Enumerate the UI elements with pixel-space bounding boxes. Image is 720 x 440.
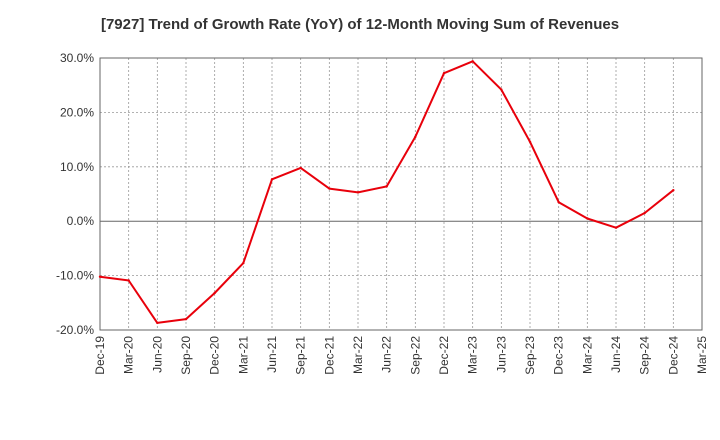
data-point [385, 185, 388, 188]
chart-title: [7927] Trend of Growth Rate (YoY) of 12-… [100, 16, 620, 33]
data-point [127, 279, 130, 282]
data-point [442, 72, 446, 75]
data-point [270, 178, 274, 181]
x-tick-label: Mar-24 [580, 336, 594, 374]
y-tick-label: -10.0% [56, 269, 94, 283]
data-point [586, 217, 589, 220]
data-point [242, 261, 245, 265]
x-tick-label: Sep-22 [408, 336, 422, 375]
y-tick-label: 30.0% [60, 51, 94, 65]
x-tick-label: Sep-24 [638, 336, 652, 375]
y-tick-label: 0.0% [67, 214, 95, 228]
data-point [213, 291, 216, 295]
data-point [643, 211, 646, 215]
x-tick-label: Mar-22 [351, 336, 365, 374]
x-tick-label: Jun-23 [494, 336, 508, 373]
x-tick-label: Sep-20 [179, 336, 193, 375]
data-point [184, 317, 188, 321]
x-tick-label: Dec-22 [437, 336, 451, 375]
x-tick-label: Dec-21 [322, 336, 336, 375]
data-point [672, 188, 675, 192]
x-tick-label: Dec-24 [666, 336, 680, 375]
data-point [557, 200, 560, 204]
y-tick-label: 10.0% [60, 160, 94, 174]
data-point [328, 187, 331, 190]
data-point [356, 191, 360, 194]
x-tick-label: Sep-23 [523, 336, 537, 375]
x-tick-label: Mar-20 [122, 336, 136, 374]
x-tick-label: Jun-20 [150, 336, 164, 373]
data-point [471, 60, 474, 63]
x-tick-label: Dec-19 [93, 336, 107, 375]
x-tick-label: Jun-24 [609, 336, 623, 373]
x-tick-label: Mar-25 [695, 336, 709, 374]
x-tick-label: Dec-20 [208, 336, 222, 375]
x-tick-label: Mar-23 [466, 336, 480, 374]
y-tick-label: 20.0% [60, 105, 94, 119]
data-point [299, 166, 302, 170]
x-tick-label: Jun-22 [380, 336, 394, 373]
data-point [500, 88, 503, 91]
plot-border [99, 57, 703, 331]
data-point [156, 321, 159, 325]
x-tick-label: Dec-23 [552, 336, 566, 375]
x-tick-label: Sep-21 [294, 336, 308, 375]
x-tick-label: Jun-21 [265, 336, 279, 373]
data-point [528, 140, 532, 143]
data-point [98, 275, 102, 278]
data-point [614, 226, 618, 229]
x-tick-label: Mar-21 [236, 336, 250, 374]
y-tick-label: -20.0% [56, 323, 94, 337]
data-point [414, 135, 417, 139]
